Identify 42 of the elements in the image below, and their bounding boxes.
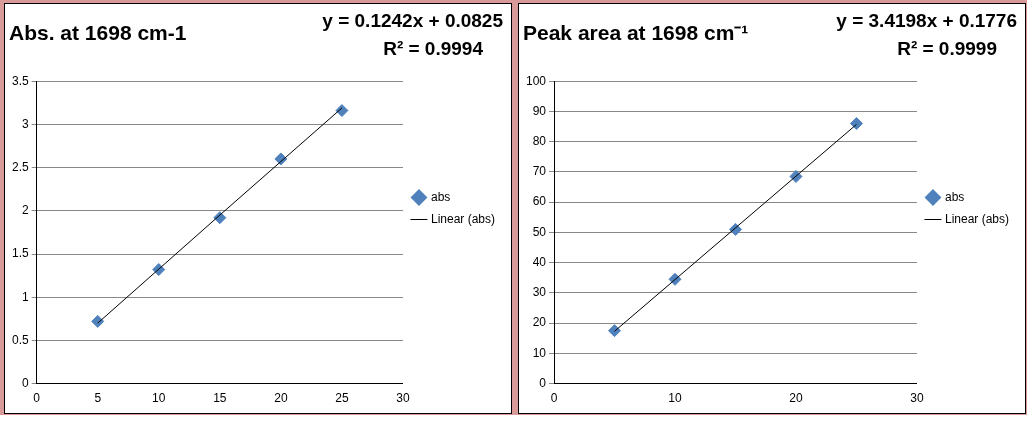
y-tick-label: 0 [21,375,29,390]
y-tick-label: 0.5 [11,332,29,347]
y-tick-label: 0 [539,375,547,390]
x-tick-label: 30 [396,391,410,406]
legend-label: Linear (abs) [430,211,495,226]
y-tick-label: 60 [532,194,547,209]
legend-label: abs [430,189,451,204]
point [608,324,622,338]
x-tick-label: 20 [789,391,803,406]
text: R² = 0.9994 [383,37,484,59]
y-tick-label: 20 [532,315,547,330]
x-tick-label: 5 [94,391,102,406]
y-tick-label: 100 [525,73,547,88]
y-tick-label: 3 [21,116,29,131]
y-tick-label: 70 [532,164,547,179]
x-tick-label: 30 [910,391,924,406]
x-tick-label: 20 [274,391,288,406]
x-tick-label: 10 [152,391,166,406]
chart-title: Peak area at 1698 cm⁻¹ [523,21,749,45]
y-tick-label: 3.5 [11,73,29,88]
x-tick-label: 0 [33,391,41,406]
chart-title: Abs. at 1698 cm-1 [9,21,187,45]
point [91,314,105,328]
x-tick-label: 25 [335,391,349,406]
legend-label: abs [944,189,965,204]
y-tick-label: 50 [532,224,547,239]
y-tick-label: 80 [532,133,547,148]
x-tick-label: 15 [213,391,227,406]
text: y = 3.4198x + 0.1776 [836,9,1017,31]
y-tick-label: 1.5 [11,246,29,261]
y-tick-label: 2.5 [11,159,29,174]
text: y = 0.1242x + 0.0825 [322,9,504,31]
x-tick-label: 10 [668,391,682,406]
y-tick-label: 10 [532,345,547,360]
y-tick-label: 90 [532,103,547,118]
y-tick-label: 30 [532,285,547,300]
y-tick-label: 40 [532,254,547,269]
legend-label: Linear (abs) [944,211,1009,226]
y-tick-label: 2 [21,203,29,218]
text: R² = 0.9999 [897,37,997,59]
y-tick-label: 1 [21,289,29,304]
x-tick-label: 0 [550,391,558,406]
